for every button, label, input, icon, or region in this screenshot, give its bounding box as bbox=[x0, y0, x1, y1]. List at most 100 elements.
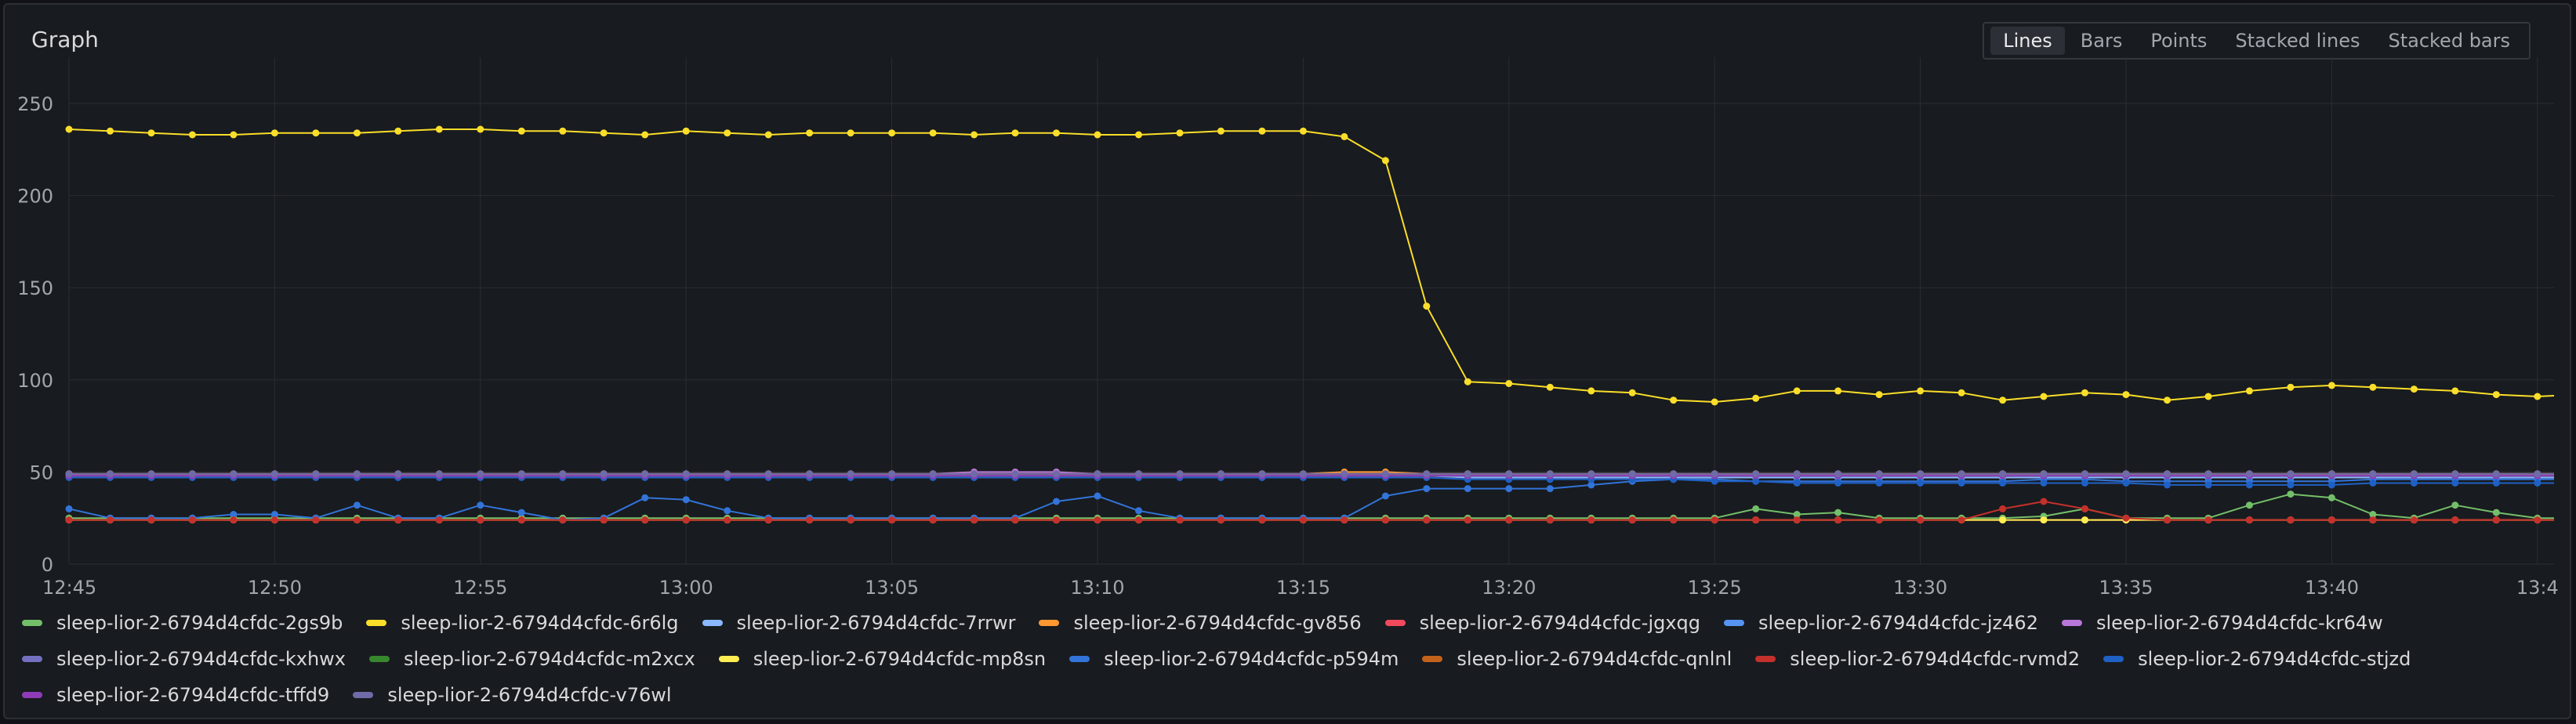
data-point bbox=[230, 470, 238, 478]
data-point bbox=[2245, 516, 2253, 524]
data-point bbox=[188, 470, 196, 478]
data-point bbox=[1793, 480, 1801, 487]
legend-item[interactable]: sleep-lior-2-6794d4cfdc-6r6lg bbox=[366, 605, 679, 641]
view-mode-bars[interactable]: Bars bbox=[2080, 30, 2123, 52]
data-point bbox=[1917, 470, 1925, 478]
data-point bbox=[2410, 516, 2418, 524]
data-point bbox=[1793, 470, 1801, 478]
legend-item[interactable]: sleep-lior-2-6794d4cfdc-2gs9b bbox=[22, 605, 343, 641]
legend-swatch bbox=[22, 620, 42, 626]
legend-item[interactable]: sleep-lior-2-6794d4cfdc-stjzd bbox=[2103, 641, 2411, 677]
view-mode-lines[interactable]: Lines bbox=[1990, 27, 2065, 55]
data-point bbox=[65, 505, 73, 512]
data-point bbox=[2534, 480, 2542, 487]
data-point bbox=[1711, 398, 1718, 406]
data-point bbox=[1957, 480, 1965, 487]
y-tick-label: 200 bbox=[17, 186, 53, 208]
data-point bbox=[1464, 485, 1471, 493]
y-tick-label: 100 bbox=[17, 370, 53, 392]
line-chart[interactable]: 0 50 100 150 200 250 12:45 12:50 12:55 13:00 13:05… bbox=[0, 0, 2576, 603]
data-point bbox=[888, 516, 896, 524]
data-point bbox=[394, 470, 402, 478]
x-tick-label: 13:15 bbox=[1276, 577, 1330, 599]
legend-item[interactable]: sleep-lior-2-6794d4cfdc-jgxqg bbox=[1384, 605, 1700, 641]
data-point bbox=[1094, 131, 1101, 139]
data-point bbox=[1752, 516, 1760, 524]
series-line[interactable] bbox=[69, 476, 2576, 486]
data-point bbox=[2081, 480, 2088, 487]
legend-item[interactable]: sleep-lior-2-6794d4cfdc-m2xcx bbox=[369, 641, 695, 677]
legend-label: sleep-lior-2-6794d4cfdc-stjzd bbox=[2138, 648, 2411, 670]
data-point bbox=[1094, 492, 1101, 500]
legend-label: sleep-lior-2-6794d4cfdc-6r6lg bbox=[401, 612, 679, 634]
legend-item[interactable]: sleep-lior-2-6794d4cfdc-tffd9 bbox=[22, 677, 329, 713]
series-line[interactable] bbox=[68, 129, 2576, 403]
data-point bbox=[1957, 389, 1965, 396]
legend-item[interactable]: sleep-lior-2-6794d4cfdc-v76wl bbox=[353, 677, 672, 713]
data-point bbox=[1999, 480, 2007, 487]
data-point bbox=[2451, 387, 2459, 395]
data-point bbox=[147, 470, 155, 478]
data-point bbox=[270, 470, 278, 478]
view-mode-points[interactable]: Points bbox=[2150, 30, 2208, 52]
data-point bbox=[1423, 470, 1431, 478]
data-point bbox=[929, 129, 937, 137]
data-point bbox=[724, 507, 731, 515]
data-point bbox=[2164, 481, 2171, 489]
legend-label: sleep-lior-2-6794d4cfdc-gv856 bbox=[1073, 612, 1362, 634]
x-tick-label: 13:20 bbox=[1482, 577, 1536, 599]
data-point bbox=[1546, 470, 1554, 478]
data-point bbox=[147, 129, 155, 137]
view-mode-stacked-lines[interactable]: Stacked lines bbox=[2235, 30, 2360, 52]
data-point bbox=[2369, 480, 2377, 487]
data-point bbox=[2451, 470, 2459, 478]
data-point bbox=[2410, 386, 2418, 393]
data-point bbox=[2040, 516, 2048, 524]
legend-item[interactable]: sleep-lior-2-6794d4cfdc-qnlnl bbox=[1422, 641, 1732, 677]
data-point bbox=[107, 516, 114, 524]
data-point bbox=[353, 129, 361, 137]
data-point bbox=[270, 516, 278, 524]
legend-swatch bbox=[2103, 656, 2124, 662]
data-point bbox=[477, 470, 484, 478]
legend-item[interactable]: sleep-lior-2-6794d4cfdc-rvmd2 bbox=[1755, 641, 2080, 677]
data-point bbox=[1793, 387, 1801, 395]
series-line[interactable] bbox=[69, 493, 2576, 519]
data-point bbox=[1299, 516, 1307, 524]
data-point bbox=[641, 131, 649, 139]
data-point bbox=[1217, 470, 1225, 478]
data-point bbox=[230, 516, 238, 524]
data-point bbox=[1258, 470, 1266, 478]
data-point bbox=[724, 516, 731, 524]
data-point bbox=[1258, 516, 1266, 524]
data-point bbox=[600, 470, 608, 478]
data-point bbox=[2122, 480, 2130, 487]
legend-item[interactable]: sleep-lior-2-6794d4cfdc-gv856 bbox=[1039, 605, 1362, 641]
x-tick-label: 13:25 bbox=[1688, 577, 1742, 599]
legend-item[interactable]: sleep-lior-2-6794d4cfdc-p594m bbox=[1069, 641, 1399, 677]
data-point bbox=[559, 516, 567, 524]
legend-item[interactable]: sleep-lior-2-6794d4cfdc-kr64w bbox=[2061, 605, 2383, 641]
data-point bbox=[1711, 477, 1718, 485]
data-point bbox=[2451, 516, 2459, 524]
legend-item[interactable]: sleep-lior-2-6794d4cfdc-7rrwr bbox=[702, 605, 1015, 641]
series-line[interactable] bbox=[68, 478, 2576, 521]
legend-item[interactable]: sleep-lior-2-6794d4cfdc-kxhwx bbox=[22, 641, 346, 677]
view-mode-stacked-bars[interactable]: Stacked bars bbox=[2388, 30, 2510, 52]
data-point bbox=[682, 516, 690, 524]
data-point bbox=[353, 470, 361, 478]
data-point bbox=[1628, 389, 1636, 396]
data-point bbox=[559, 127, 567, 135]
data-point bbox=[2327, 516, 2335, 524]
data-point bbox=[1094, 516, 1101, 524]
series-line[interactable] bbox=[69, 501, 2576, 521]
legend-item[interactable]: sleep-lior-2-6794d4cfdc-mp8sn bbox=[718, 641, 1046, 677]
data-point bbox=[2492, 509, 2500, 516]
data-point bbox=[1999, 470, 2007, 478]
data-point bbox=[1381, 470, 1389, 478]
legend-item[interactable]: sleep-lior-2-6794d4cfdc-jz462 bbox=[1724, 605, 2038, 641]
data-point bbox=[971, 516, 978, 524]
data-point bbox=[806, 470, 814, 478]
data-point bbox=[847, 470, 854, 478]
data-point bbox=[2327, 382, 2335, 389]
